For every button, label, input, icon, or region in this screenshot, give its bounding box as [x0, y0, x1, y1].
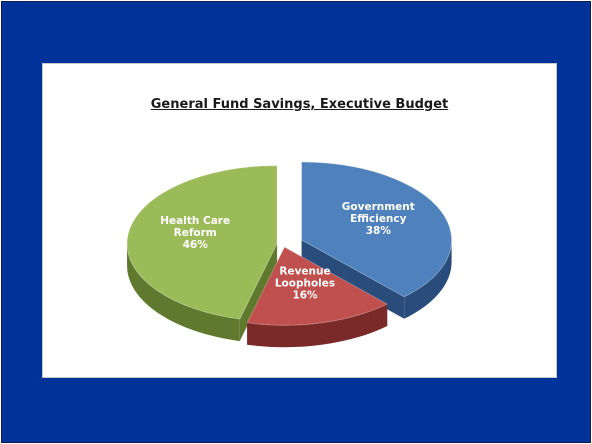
pie-tops [126, 161, 453, 326]
pie-wall-health-care-reform-0 [239, 243, 278, 342]
slice-category-label: Reform [174, 227, 217, 239]
pie-slice-health-care-reform [126, 165, 278, 320]
pie-wall-government-efficiency-1 [301, 239, 405, 319]
slice-value-label: 46% [183, 239, 209, 251]
slice-value-label: 38% [366, 225, 392, 237]
slice-category-label: Revenue [279, 266, 330, 278]
slice-category-label: Government [342, 201, 415, 213]
pie-slice-revenue-loopholes [246, 246, 389, 326]
pie-side-government-efficiency [404, 239, 452, 319]
slice-category-label: Loopholes [275, 278, 335, 290]
slice-value-label: 16% [292, 290, 318, 302]
chart-panel: General Fund Savings, Executive Budget G… [42, 63, 557, 378]
pie-side-health-care-reform [127, 243, 240, 342]
pie-slice-government-efficiency [301, 161, 453, 298]
pie-side-revenue-loopholes [247, 304, 388, 348]
slice-category-label: Health Care [160, 215, 230, 227]
slice-category-label: Efficiency [350, 213, 407, 225]
chart-title: General Fund Savings, Executive Budget [150, 97, 449, 112]
